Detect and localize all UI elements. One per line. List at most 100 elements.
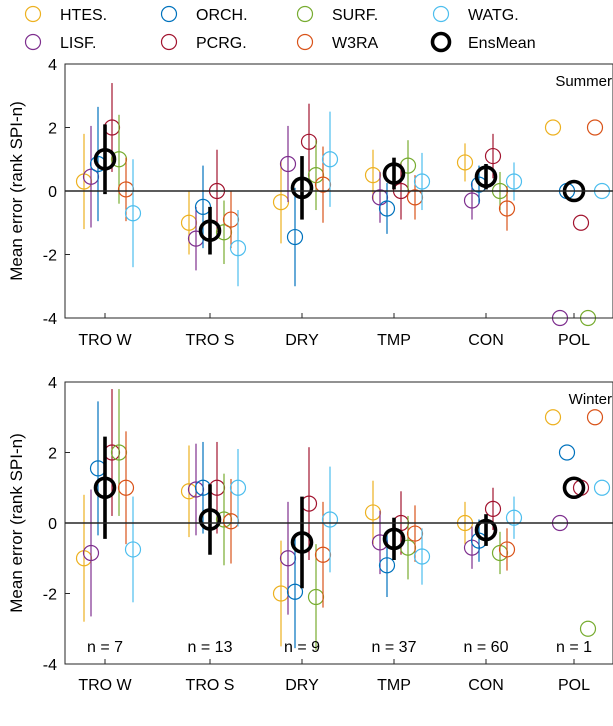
winter-x-tick-tmp: TMP (377, 677, 411, 694)
summer-ensmean-point (290, 176, 314, 200)
winter-count-label: n = 7 (87, 639, 123, 656)
winter-ensmean-point (474, 518, 498, 542)
winter-count-label: n = 1 (556, 639, 592, 656)
winter-title: Winter (569, 391, 612, 408)
winter-x-ticks: TRO W TRO S DRY TMP CON POL (78, 659, 590, 694)
winter-orch-point (286, 583, 304, 600)
winter-x-tick-pol: POL (558, 677, 590, 694)
legend-marker-htes (24, 5, 42, 23)
summer-lisf-point (279, 155, 297, 173)
summer-watg-point (413, 173, 431, 190)
summer-y-tick-label: 4 (48, 57, 57, 74)
legend-marker-surf (296, 5, 314, 23)
summer-y-tick-label: -4 (43, 311, 57, 328)
summer-x-tick-tro-s: TRO S (186, 332, 235, 349)
winter-count-label: n = 37 (372, 639, 417, 656)
winter-watg-point (321, 511, 339, 528)
summer-y-tick-label: 0 (48, 184, 57, 201)
legend-marker-pcrg (160, 33, 178, 51)
summer-htes-point (456, 154, 474, 171)
summer-ensmean-point (198, 219, 222, 242)
legend-label-watg: WATG. (468, 7, 519, 24)
summer-ensmean-point (93, 147, 117, 171)
legend-label-orch: ORCH. (196, 7, 248, 24)
legend-label-w3ra: W3RA (332, 35, 379, 52)
winter-ensmean-point (562, 476, 586, 500)
summer-y-tick-label: 2 (48, 121, 57, 138)
legend-label-ensmean: EnsMean (468, 35, 536, 52)
winter-watg-point (413, 548, 431, 565)
summer-orch-point (378, 200, 396, 217)
winter-y-tick-label: -2 (43, 587, 57, 604)
summer-y-ticks: -4 -2 0 2 4 (43, 57, 70, 328)
summer-x-tick-con: CON (468, 332, 504, 349)
summer-watg-point (124, 205, 142, 222)
winter-y-tick-label: -4 (43, 657, 57, 674)
winter-count-label: n = 9 (284, 639, 320, 656)
legend-label-pcrg: PCRG. (196, 35, 247, 52)
winter-w3ra-point (117, 479, 135, 496)
summer-title: Summer (555, 73, 612, 90)
winter-orch-point (558, 444, 576, 461)
winter-watg-point (229, 479, 247, 496)
legend: HTES. ORCH. SURF. WATG. LISF. PCRG. W3RA EnsMea… (24, 5, 536, 53)
winter-count-label: n = 60 (464, 639, 509, 656)
legend-marker-w3ra (296, 33, 314, 51)
winter-lisf-point (82, 544, 100, 562)
summer-orch-point (286, 228, 304, 246)
legend-marker-watg (432, 5, 450, 23)
winter-htes-point (544, 409, 562, 426)
winter-ensmean-point (290, 531, 314, 554)
winter-pcrg-point (484, 500, 502, 517)
legend-marker-lisf (24, 33, 42, 51)
winter-y-tick-label: 2 (48, 446, 57, 463)
winter-x-tick-tro-w: TRO W (78, 677, 132, 694)
summer-w3ra-point (586, 119, 604, 136)
winter-watg-point (593, 479, 611, 496)
summer-x-ticks: TRO W TRO S DRY TMP CON POL (78, 313, 590, 349)
summer-watg-point (229, 240, 247, 257)
winter-watg-point (505, 509, 523, 526)
winter-y-axis-label: Mean error (rank SPI-n) (7, 433, 26, 613)
legend-marker-ensmean (430, 31, 452, 53)
winter-w3ra-point (498, 541, 516, 558)
summer-w3ra-point (498, 200, 516, 217)
winter-x-tick-dry: DRY (285, 677, 319, 694)
summer-pcrg-point (484, 147, 502, 165)
summer-watg-point (505, 173, 523, 190)
winter-y-tick-label: 0 (48, 516, 57, 533)
summer-watg-point (321, 151, 339, 168)
summer-y-axis-label: Mean error (rank SPI-n) (7, 101, 26, 281)
winter-x-tick-con: CON (468, 677, 504, 694)
winter-w3ra-point (586, 409, 604, 426)
winter-marks (75, 389, 611, 650)
winter-ensmean-point (382, 527, 406, 551)
winter-watg-point (124, 541, 142, 558)
summer-pcrg-point (572, 214, 590, 231)
legend-label-surf: SURF. (332, 7, 378, 24)
winter-surf-point (579, 620, 597, 637)
winter-ensmean-point (198, 508, 222, 531)
winter-x-tick-tro-s: TRO S (186, 677, 235, 694)
summer-marks (75, 83, 611, 327)
summer-x-tick-tro-w: TRO W (78, 332, 132, 349)
summer-ensmean-point (474, 165, 498, 189)
winter-y-tick-label: 4 (48, 375, 57, 392)
summer-panel: -4 -2 0 2 4 TRO W TRO S DRY TMP CON POL Summer Me… (7, 57, 613, 349)
summer-htes-point (544, 119, 562, 136)
legend-label-htes: HTES. (60, 7, 107, 24)
legend-marker-orch (160, 5, 178, 23)
summer-x-tick-pol: POL (558, 332, 590, 349)
winter-count-label: n = 13 (188, 639, 233, 656)
summer-x-tick-tmp: TMP (377, 332, 411, 349)
winter-orch-point (378, 557, 396, 574)
summer-x-tick-dry: DRY (285, 332, 319, 349)
winter-sample-counts: n = 7 n = 13 n = 9 n = 37 n = 60 n = 1 (87, 639, 592, 656)
summer-y-tick-label: -2 (43, 248, 57, 265)
legend-label-lisf: LISF. (60, 35, 96, 52)
winter-y-ticks: -4 -2 0 2 4 (43, 375, 70, 674)
winter-ensmean-point (93, 476, 117, 500)
summer-ensmean-point (382, 162, 406, 185)
